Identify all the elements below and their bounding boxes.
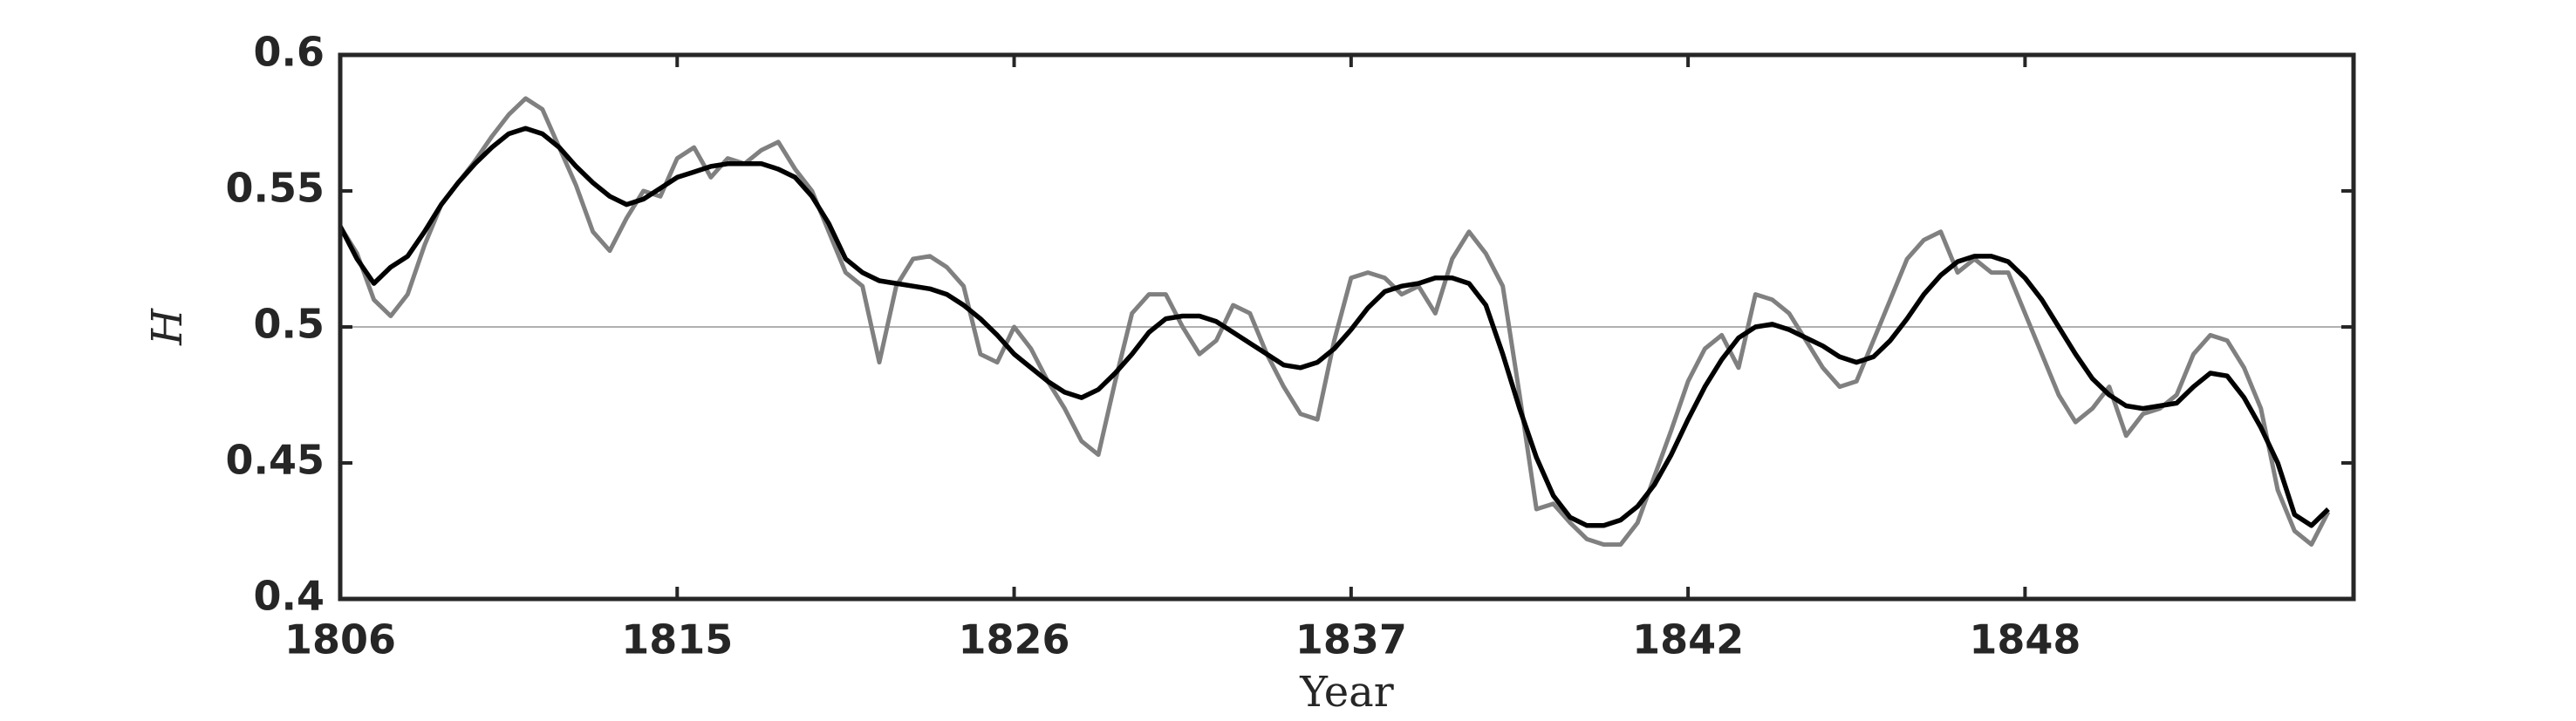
x-tick-label: 1842	[1632, 616, 1744, 663]
y-tick-label: 0.45	[226, 437, 325, 484]
x-tick-label: 1815	[621, 616, 733, 663]
series-line	[338, 126, 2330, 528]
y-tick-label: 0.5	[254, 301, 325, 348]
y-tick-label: 0.55	[226, 165, 325, 212]
y-tick-label: 0.6	[254, 29, 325, 76]
x-axis-label: Year	[1299, 668, 1394, 717]
x-tick-label: 1826	[959, 616, 1070, 663]
y-tick-label: 0.4	[254, 573, 325, 620]
plot-frame	[338, 52, 2356, 602]
x-tick-label: 1806	[284, 616, 396, 663]
series-line	[338, 96, 2331, 548]
x-tick-label: 1848	[1969, 616, 2081, 663]
y-axis-label: H	[143, 308, 192, 346]
x-tick-label: 1837	[1295, 616, 1407, 663]
